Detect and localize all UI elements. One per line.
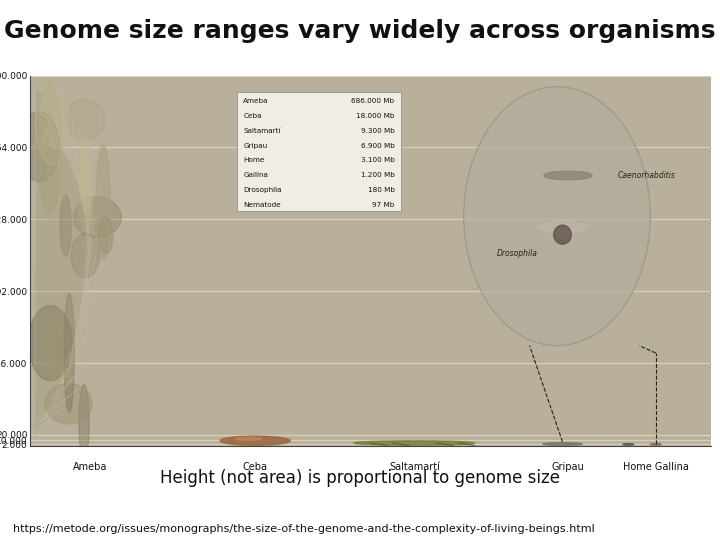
Text: Gripau: Gripau [552, 462, 585, 472]
Polygon shape [98, 217, 113, 254]
Polygon shape [554, 225, 571, 244]
FancyBboxPatch shape [237, 92, 401, 211]
Text: Height (not area) is proportional to genome size: Height (not area) is proportional to gen… [160, 469, 560, 487]
Text: Drosophila: Drosophila [243, 187, 282, 193]
Text: Genome size ranges vary widely across organisms: Genome size ranges vary widely across or… [4, 19, 716, 43]
Polygon shape [32, 87, 96, 438]
Polygon shape [45, 383, 92, 424]
Text: Home: Home [243, 157, 264, 163]
Polygon shape [544, 171, 592, 180]
Polygon shape [73, 197, 121, 237]
Polygon shape [79, 384, 89, 461]
Text: Ceba: Ceba [243, 462, 268, 472]
Polygon shape [46, 310, 73, 385]
Text: Saltamartí: Saltamartí [243, 128, 281, 134]
Text: Home Gallina: Home Gallina [623, 462, 689, 472]
Text: 1.200 Mb: 1.200 Mb [361, 172, 395, 178]
Polygon shape [60, 195, 71, 256]
Polygon shape [58, 142, 68, 201]
Polygon shape [650, 444, 661, 445]
Text: 97 Mb: 97 Mb [372, 202, 395, 208]
Polygon shape [38, 83, 62, 213]
Polygon shape [96, 146, 110, 260]
Text: Ceba: Ceba [243, 113, 261, 119]
Text: Nematode: Nematode [243, 202, 281, 208]
Polygon shape [29, 306, 72, 381]
Polygon shape [78, 165, 94, 231]
Ellipse shape [464, 87, 650, 346]
Polygon shape [235, 437, 262, 440]
Polygon shape [19, 111, 60, 181]
Text: 3.100 Mb: 3.100 Mb [361, 157, 395, 163]
Text: 9.300 Mb: 9.300 Mb [361, 128, 395, 134]
Text: 686.000 Mb: 686.000 Mb [351, 98, 395, 104]
Polygon shape [543, 443, 582, 445]
Text: Caenorhabditis: Caenorhabditis [617, 171, 675, 180]
Polygon shape [71, 233, 99, 278]
Text: Ameba: Ameba [243, 98, 269, 104]
Polygon shape [80, 136, 92, 214]
Text: Saltamartí: Saltamartí [389, 462, 440, 472]
Polygon shape [623, 444, 634, 445]
Polygon shape [45, 163, 61, 221]
Text: 180 Mb: 180 Mb [368, 187, 395, 193]
Polygon shape [535, 219, 590, 237]
Text: 18.000 Mb: 18.000 Mb [356, 113, 395, 119]
Polygon shape [220, 436, 290, 446]
Polygon shape [354, 441, 474, 446]
Text: Ameba: Ameba [73, 462, 108, 472]
Text: 6.900 Mb: 6.900 Mb [361, 143, 395, 148]
Text: Gallina: Gallina [243, 172, 268, 178]
Text: Drosophila: Drosophila [497, 248, 538, 258]
Text: Gripau: Gripau [243, 143, 267, 148]
Polygon shape [64, 294, 74, 413]
Polygon shape [35, 83, 69, 165]
Text: https://metode.org/issues/monographs/the-size-of-the-genome-and-the-complexity-o: https://metode.org/issues/monographs/the… [13, 523, 595, 534]
Polygon shape [66, 99, 104, 140]
